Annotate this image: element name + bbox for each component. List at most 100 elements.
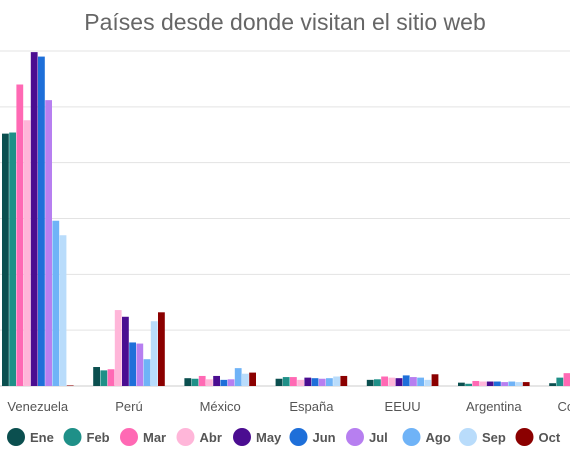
bar-mar-4[interactable] bbox=[381, 376, 388, 386]
bar-jun-2[interactable] bbox=[220, 379, 228, 386]
category-label: Colombia bbox=[558, 399, 570, 414]
bar-ago-2[interactable] bbox=[234, 368, 242, 386]
legend-item-oct[interactable]: Oct bbox=[515, 428, 561, 446]
bar-mar-5[interactable] bbox=[472, 380, 480, 386]
chart-title: Países desde donde visitan el sitio web bbox=[84, 9, 485, 35]
legend-item-mar[interactable]: Mar bbox=[120, 428, 166, 446]
bar-feb-2[interactable] bbox=[191, 378, 199, 386]
bar-sep-3[interactable] bbox=[333, 376, 340, 386]
legend-label: May bbox=[256, 430, 282, 445]
bar-oct-3[interactable] bbox=[340, 375, 348, 386]
bar-mar-3[interactable] bbox=[290, 377, 297, 386]
bar-ago-1[interactable] bbox=[143, 359, 151, 386]
bar-jun-4[interactable] bbox=[402, 375, 410, 386]
legend-label: Mar bbox=[143, 430, 166, 445]
legend-label: Jun bbox=[313, 430, 336, 445]
legend-swatch bbox=[120, 428, 138, 446]
bar-sep-5[interactable] bbox=[515, 382, 523, 386]
bar-jun-3[interactable] bbox=[311, 378, 319, 386]
bar-ene-6[interactable] bbox=[549, 383, 556, 386]
bar-feb-0[interactable] bbox=[9, 132, 16, 386]
bar-oct-0[interactable] bbox=[66, 385, 74, 386]
category-label: Argentina bbox=[466, 399, 522, 414]
legend-swatch bbox=[402, 428, 421, 446]
bar-oct-5[interactable] bbox=[522, 382, 530, 386]
bar-jul-5[interactable] bbox=[501, 382, 508, 386]
bar-jun-1[interactable] bbox=[129, 342, 136, 386]
bar-feb-4[interactable] bbox=[374, 379, 381, 386]
bar-abr-4[interactable] bbox=[388, 377, 396, 386]
bar-abr-0[interactable] bbox=[23, 120, 31, 386]
category-label: México bbox=[200, 399, 241, 414]
bar-sep-0[interactable] bbox=[59, 235, 67, 386]
legend-label: Abr bbox=[200, 430, 222, 445]
legend-item-feb[interactable]: Feb bbox=[63, 428, 110, 446]
bar-sep-2[interactable] bbox=[242, 373, 249, 386]
bar-jun-5[interactable] bbox=[494, 381, 501, 386]
bar-ene-0[interactable] bbox=[2, 133, 9, 386]
bar-ene-3[interactable] bbox=[275, 378, 283, 386]
bar-abr-3[interactable] bbox=[297, 379, 304, 386]
bar-ene-5[interactable] bbox=[458, 382, 465, 386]
bar-ago-5[interactable] bbox=[508, 381, 516, 386]
category-label: Perú bbox=[115, 399, 142, 414]
bar-feb-1[interactable] bbox=[100, 370, 108, 386]
legend-swatch bbox=[176, 428, 195, 446]
bar-mar-6[interactable] bbox=[563, 373, 570, 386]
legend-label: Jul bbox=[369, 430, 388, 445]
category-label: EEUU bbox=[385, 399, 421, 414]
bar-jun-0[interactable] bbox=[38, 56, 45, 386]
bar-jul-3[interactable] bbox=[318, 378, 326, 386]
bar-ago-4[interactable] bbox=[417, 377, 424, 386]
bar-may-5[interactable] bbox=[486, 381, 494, 386]
bar-jul-0[interactable] bbox=[45, 100, 52, 386]
legend[interactable]: Ene Feb Mar Abr May Jun Jul Ago Sep Oct bbox=[7, 428, 561, 446]
bar-sep-1[interactable] bbox=[150, 321, 158, 386]
category-label: España bbox=[289, 399, 334, 414]
bars bbox=[2, 52, 570, 386]
legend-item-may[interactable]: May bbox=[233, 428, 282, 446]
bar-may-0[interactable] bbox=[30, 52, 38, 386]
bar-feb-6[interactable] bbox=[556, 377, 564, 386]
category-label: Venezuela bbox=[7, 399, 68, 414]
bar-ene-1[interactable] bbox=[93, 367, 100, 386]
category-labels: Venezuela Perú México España EEUU Argentina Co… bbox=[7, 399, 570, 414]
bar-may-4[interactable] bbox=[395, 378, 403, 386]
bar-ene-4[interactable] bbox=[366, 379, 374, 386]
bar-feb-5[interactable] bbox=[465, 383, 472, 386]
bar-oct-1[interactable] bbox=[158, 312, 165, 386]
bar-may-3[interactable] bbox=[304, 377, 312, 386]
legend-item-ago[interactable]: Ago bbox=[402, 428, 451, 446]
bar-oct-4[interactable] bbox=[431, 374, 439, 386]
bar-jul-1[interactable] bbox=[136, 343, 144, 386]
bar-jul-2[interactable] bbox=[227, 379, 235, 386]
legend-label: Feb bbox=[87, 430, 110, 445]
bar-abr-2[interactable] bbox=[206, 379, 213, 386]
bar-abr-1[interactable] bbox=[114, 310, 122, 386]
bar-mar-0[interactable] bbox=[16, 84, 24, 387]
bar-ene-2[interactable] bbox=[184, 378, 192, 386]
legend-label: Oct bbox=[539, 430, 561, 445]
legend-item-jun[interactable]: Jun bbox=[289, 428, 336, 446]
bar-jul-4[interactable] bbox=[410, 377, 417, 386]
grid bbox=[0, 50, 570, 387]
legend-label: Sep bbox=[482, 430, 506, 445]
legend-item-abr[interactable]: Abr bbox=[176, 428, 222, 446]
bar-mar-1[interactable] bbox=[107, 369, 115, 386]
bar-abr-5[interactable] bbox=[479, 381, 487, 386]
bar-ago-3[interactable] bbox=[326, 378, 333, 386]
legend-swatch bbox=[289, 428, 308, 446]
legend-item-ene[interactable]: Ene bbox=[7, 428, 54, 446]
legend-swatch bbox=[63, 428, 82, 446]
legend-item-jul[interactable]: Jul bbox=[346, 428, 388, 446]
legend-item-sep[interactable]: Sep bbox=[459, 428, 506, 446]
bar-may-1[interactable] bbox=[122, 316, 129, 386]
bar-sep-4[interactable] bbox=[424, 379, 432, 386]
bar-may-2[interactable] bbox=[213, 375, 220, 386]
bar-oct-2[interactable] bbox=[249, 372, 256, 386]
bar-mar-2[interactable] bbox=[198, 375, 206, 386]
bar-feb-3[interactable] bbox=[282, 377, 290, 386]
bar-ago-0[interactable] bbox=[52, 220, 60, 386]
